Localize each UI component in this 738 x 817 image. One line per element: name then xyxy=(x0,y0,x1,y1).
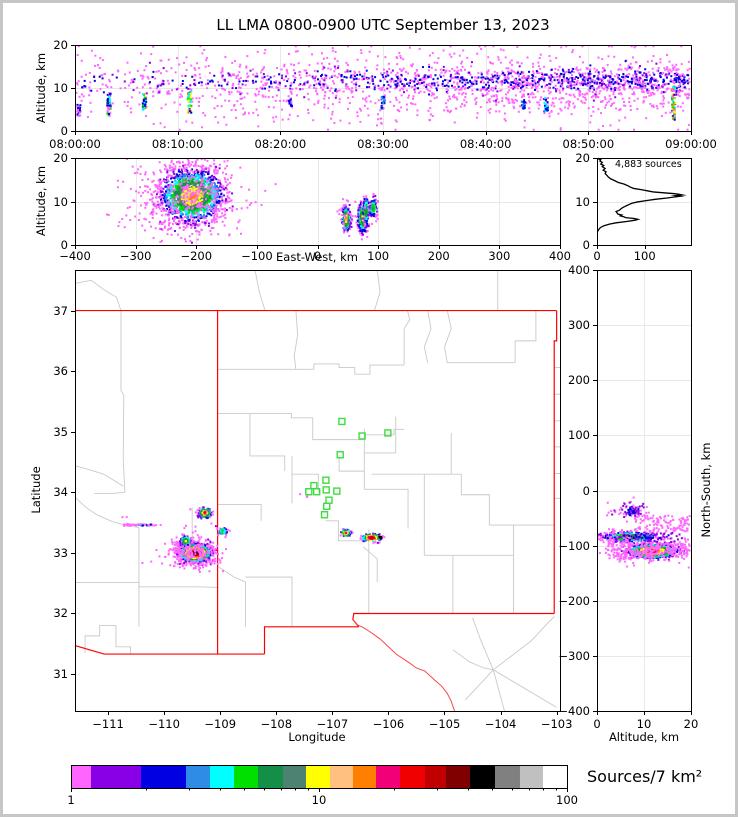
tick-label: 0 xyxy=(60,238,68,252)
tick-label: −100 xyxy=(558,538,590,553)
tick-label: −300 xyxy=(558,648,590,663)
yaxis-label-time-panel: Altitude, km xyxy=(34,52,48,124)
tick-label: −200 xyxy=(180,249,213,263)
tick-label: 10 xyxy=(53,194,68,209)
tick-label: 20 xyxy=(683,717,699,731)
tick-label: −300 xyxy=(119,249,152,263)
tick-label: 200 xyxy=(427,249,450,263)
tick-label: 100 xyxy=(367,249,390,263)
tick-label: 31 xyxy=(53,667,68,682)
tick-label: 400 xyxy=(568,263,590,277)
xaxis-label-ew-panel: East-West, km xyxy=(276,250,358,264)
xaxis-label-ns-panel: Altitude, km xyxy=(608,730,680,744)
tick-label: 10 xyxy=(575,194,590,209)
tick-label: 400 xyxy=(549,249,571,263)
tick-label: −111 xyxy=(92,717,124,731)
tick-label: 0 xyxy=(593,249,601,263)
tick-label: 10 xyxy=(636,717,652,731)
tick-label: 33 xyxy=(53,545,68,560)
tick-label: −110 xyxy=(148,717,180,731)
tick-label: −108 xyxy=(260,717,293,731)
tick-label: −107 xyxy=(316,717,349,731)
yaxis-label-map: Latitude xyxy=(29,466,43,514)
tick-label: 08:50:00 xyxy=(562,137,615,151)
tick-label: 37 xyxy=(53,303,68,318)
tick-label: 100 xyxy=(556,793,578,807)
tick-label: 32 xyxy=(53,606,68,621)
tick-label: 34 xyxy=(53,485,68,500)
tick-label: 20 xyxy=(575,151,590,165)
xaxis-label-map: Longitude xyxy=(288,730,346,744)
yaxis-label-ns-panel: North-South, km xyxy=(699,442,713,538)
tick-label: 0 xyxy=(582,238,590,252)
tick-label: 08:20:00 xyxy=(254,137,307,151)
tick-label: 100 xyxy=(633,249,656,263)
tick-label: 300 xyxy=(488,249,511,263)
tick-label: 1 xyxy=(67,793,75,807)
colorbar-label: Sources/7 km² xyxy=(587,767,703,786)
tick-label: −100 xyxy=(241,249,273,263)
tick-label: 300 xyxy=(568,318,590,333)
tick-label: −105 xyxy=(428,717,461,731)
tick-label: −104 xyxy=(484,717,517,731)
tick-label: 08:40:00 xyxy=(459,137,512,151)
figure-title: LL LMA 0800-0900 UTC September 13, 2023 xyxy=(216,16,550,34)
tick-label: 35 xyxy=(53,424,68,439)
tick-label: 100 xyxy=(568,428,590,443)
tick-label: −400 xyxy=(59,249,91,263)
tick-label: 0 xyxy=(60,124,68,138)
tick-label: 20 xyxy=(53,38,68,52)
figure-canvas xyxy=(3,3,735,814)
tick-label: 08:10:00 xyxy=(151,137,204,151)
tick-label: 08:00:00 xyxy=(49,137,101,151)
tick-label: 36 xyxy=(53,364,68,379)
yaxis-label-ew-panel: Altitude, km xyxy=(34,165,48,237)
tick-label: 10 xyxy=(53,81,68,95)
tick-label: −103 xyxy=(540,717,573,731)
tick-label: 08:30:00 xyxy=(357,137,409,151)
tick-label: 09:00:00 xyxy=(665,137,717,151)
tick-label: 0 xyxy=(593,717,601,731)
tick-label: −400 xyxy=(558,704,590,718)
tick-label: −106 xyxy=(372,717,405,731)
histogram-source-count: 4,883 sources xyxy=(615,159,682,170)
tick-label: −200 xyxy=(558,593,590,608)
tick-label: 200 xyxy=(568,373,590,388)
tick-label: −109 xyxy=(204,717,237,731)
tick-label: 20 xyxy=(53,151,68,165)
tick-label: 0 xyxy=(582,483,590,498)
tick-label: 10 xyxy=(311,793,327,807)
tick-label: 0 xyxy=(313,249,322,263)
